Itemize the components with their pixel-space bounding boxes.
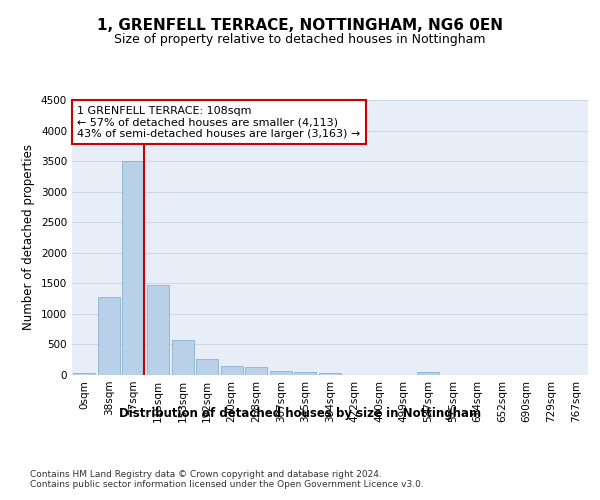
Text: Contains HM Land Registry data © Crown copyright and database right 2024.
Contai: Contains HM Land Registry data © Crown c…: [30, 470, 424, 490]
Text: Distribution of detached houses by size in Nottingham: Distribution of detached houses by size …: [119, 408, 481, 420]
Y-axis label: Number of detached properties: Number of detached properties: [22, 144, 35, 330]
Bar: [417, 372, 439, 375]
Bar: [295, 372, 316, 375]
Bar: [245, 367, 268, 375]
Bar: [172, 340, 194, 375]
Bar: [196, 360, 218, 375]
Text: 1, GRENFELL TERRACE, NOTTINGHAM, NG6 0EN: 1, GRENFELL TERRACE, NOTTINGHAM, NG6 0EN: [97, 18, 503, 32]
Bar: [221, 366, 243, 375]
Text: 1 GRENFELL TERRACE: 108sqm
← 57% of detached houses are smaller (4,113)
43% of s: 1 GRENFELL TERRACE: 108sqm ← 57% of deta…: [77, 106, 361, 138]
Text: Size of property relative to detached houses in Nottingham: Size of property relative to detached ho…: [114, 32, 486, 46]
Bar: [122, 161, 145, 375]
Bar: [98, 298, 120, 375]
Bar: [319, 373, 341, 375]
Bar: [147, 284, 169, 375]
Bar: [270, 370, 292, 375]
Bar: [73, 373, 95, 375]
